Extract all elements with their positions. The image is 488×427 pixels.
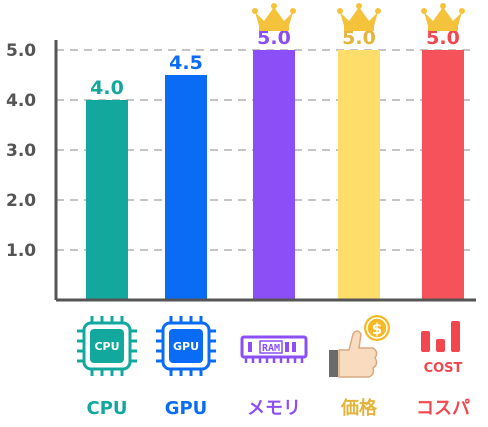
value-labels: 4.0 4.5 5.0 5.0 5.0 — [90, 27, 460, 99]
bar — [422, 50, 464, 300]
category-label: GPU — [165, 398, 208, 419]
bars — [86, 50, 464, 300]
value-label: 4.5 — [169, 52, 203, 74]
value-label: 4.0 — [90, 77, 124, 99]
svg-text:$: $ — [372, 320, 382, 338]
category-labels: CPU GPU メモリ 価格 コスパ — [86, 397, 470, 419]
y-axis-ticks: 1.0 2.0 3.0 4.0 5.0 — [6, 41, 36, 261]
y-tick-label: 3.0 — [6, 141, 36, 161]
svg-text:RAM: RAM — [262, 343, 280, 354]
cpu-chip-icon: CPU — [77, 316, 137, 376]
crowns — [252, 3, 465, 31]
crown-icon — [421, 3, 465, 31]
category-label: 価格 — [340, 397, 378, 419]
svg-text:COST: COST — [424, 361, 463, 376]
bar — [338, 50, 380, 300]
y-tick-label: 4.0 — [6, 91, 36, 111]
category-label: メモリ — [247, 398, 301, 419]
crown-icon — [252, 3, 296, 31]
svg-text:CPU: CPU — [94, 340, 119, 353]
bar — [86, 100, 128, 300]
ram-module-icon: RAM — [240, 335, 308, 363]
y-tick-label: 1.0 — [6, 241, 36, 261]
value-label: 5.0 — [257, 27, 291, 49]
value-label: 5.0 — [342, 27, 376, 49]
y-tick-label: 2.0 — [6, 191, 36, 211]
y-tick-label: 5.0 — [6, 41, 36, 61]
cost-bar-icon: COST — [421, 321, 463, 376]
value-label: 5.0 — [426, 27, 460, 49]
category-label: コスパ — [416, 398, 470, 419]
category-label: CPU — [86, 398, 127, 419]
price-thumbs-up-coin-icon: $ — [329, 315, 390, 378]
bar — [253, 50, 295, 300]
bar — [165, 75, 207, 300]
crown-icon — [337, 3, 381, 31]
gpu-chip-icon: GPU — [156, 316, 216, 376]
svg-text:GPU: GPU — [173, 340, 199, 353]
category-icons: CPU GPU RAM $ COST — [77, 315, 463, 378]
